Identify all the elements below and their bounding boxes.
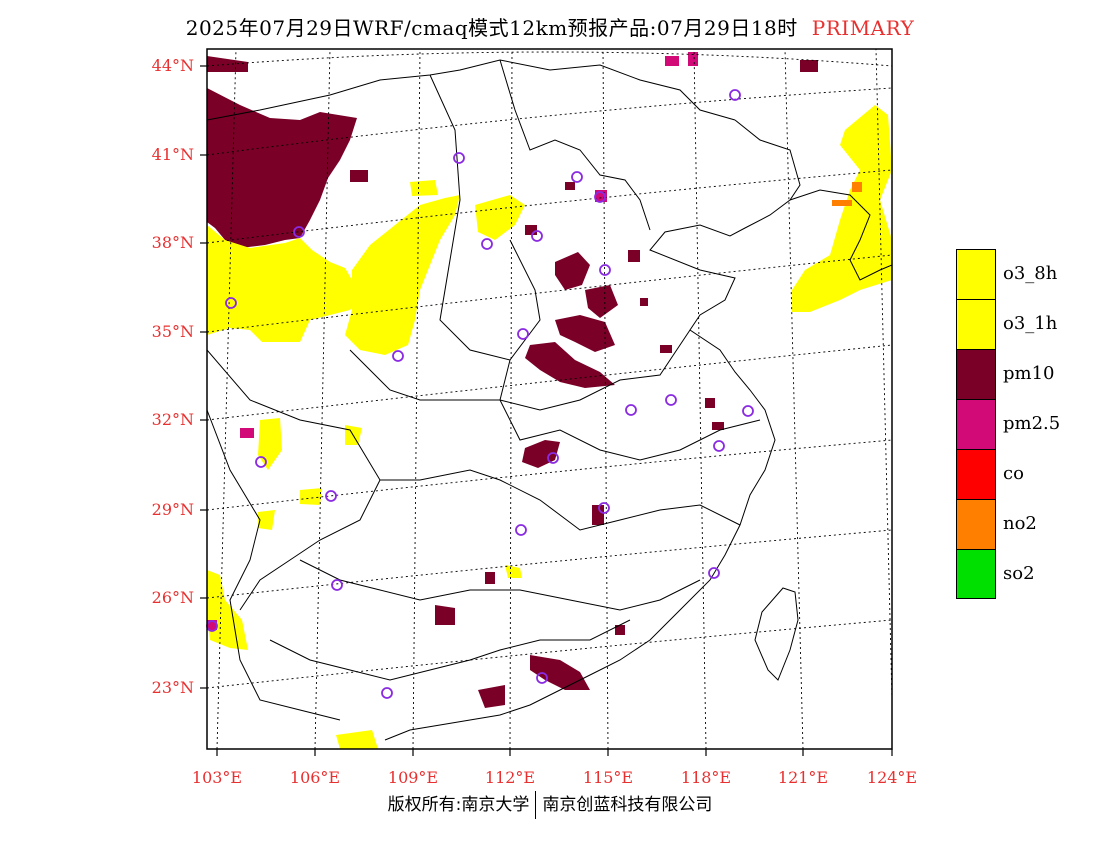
legend-label: so2	[1003, 563, 1035, 584]
legend-item-co: co	[956, 449, 1086, 499]
o3-region-north	[410, 180, 525, 240]
lon-label-109: 109°E	[387, 768, 439, 787]
legend-label: pm10	[1003, 363, 1055, 384]
legend-swatch	[956, 249, 996, 299]
legend-label: o3_1h	[1003, 313, 1058, 334]
boundary-west	[207, 409, 341, 721]
lon-label-106: 106°E	[289, 768, 341, 787]
city-markers	[206, 89, 754, 699]
legend-swatch	[956, 349, 996, 399]
korea-peninsula	[789, 189, 892, 281]
boundary-guangxi	[269, 619, 631, 681]
lat-label-41: 41°N	[151, 145, 194, 164]
taiwan-island	[754, 587, 799, 681]
pollutant-legend: o3_8h o3_1h pm10 pm2.5 co no2 so2	[956, 249, 1086, 599]
o3-region-east-korea	[792, 105, 892, 312]
legend-swatch	[956, 549, 996, 599]
copyright-footer: 版权所有:南京大学 南京创蓝科技有限公司	[0, 790, 1100, 819]
legend-item-o3-8h: o3_8h	[956, 249, 1086, 299]
legend-item-no2: no2	[956, 499, 1086, 549]
legend-swatch	[956, 499, 996, 549]
coastline	[384, 119, 801, 741]
legend-item-o3-1h: o3_1h	[956, 299, 1086, 349]
boundary-henan	[499, 239, 691, 411]
lon-label-112: 112°E	[484, 768, 536, 787]
scattered-cells	[207, 52, 862, 635]
lat-label-44: 44°N	[151, 56, 194, 75]
legend-label: co	[1003, 463, 1024, 484]
graticule	[207, 49, 892, 749]
footer-divider	[535, 791, 537, 819]
lon-label-118: 118°E	[680, 768, 732, 787]
lon-label-121: 121°E	[777, 768, 829, 787]
pm10-blob-hebei	[555, 252, 618, 318]
boundary-southwest	[207, 349, 381, 611]
pm10-blob-guangdong	[435, 605, 590, 708]
map-frame	[206, 48, 893, 750]
pm10-region-northwest	[207, 88, 357, 248]
legend-swatch	[956, 449, 996, 499]
legend-label: o3_8h	[1003, 263, 1058, 284]
lat-label-23: 23°N	[151, 678, 194, 697]
pm10-blob-henan	[525, 315, 615, 388]
o3-region-sw	[258, 418, 362, 530]
lat-label-32: 32°N	[151, 410, 194, 429]
title-text: 2025年07月29日WRF/cmaq模式12km预报产品:07月29日18时	[185, 16, 798, 40]
legend-swatch	[956, 399, 996, 449]
lon-label-115: 115°E	[582, 768, 634, 787]
axis-ticks	[200, 65, 893, 756]
pm10-blob-hubei	[522, 440, 560, 468]
legend-label: pm2.5	[1003, 413, 1061, 434]
lat-label-38: 38°N	[151, 233, 194, 252]
boundary-north-china	[499, 59, 651, 231]
lat-label-29: 29°N	[151, 500, 194, 519]
lon-label-124: 124°E	[866, 768, 918, 787]
lon-label-103: 103°E	[191, 768, 243, 787]
legend-item-so2: so2	[956, 549, 1086, 599]
o3-region-loess	[345, 195, 460, 355]
o3-region-west	[207, 225, 360, 342]
boundary-inner-mongolia	[207, 59, 736, 121]
lat-label-26: 26°N	[151, 588, 194, 607]
boundaries	[207, 59, 892, 741]
legend-item-pm10: pm10	[956, 349, 1086, 399]
lat-label-35: 35°N	[151, 322, 194, 341]
boundary-south-central	[380, 469, 741, 531]
legend-label: no2	[1003, 513, 1037, 534]
legend-swatch	[956, 299, 996, 349]
boundary-central	[349, 349, 761, 461]
copyright-company: 南京创蓝科技有限公司	[542, 795, 713, 815]
copyright-owner: 版权所有:南京大学	[387, 795, 530, 815]
legend-item-pm25: pm2.5	[956, 399, 1086, 449]
map-title: 2025年07月29日WRF/cmaq模式12km预报产品:07月29日18时 P…	[0, 12, 1100, 41]
boundary-loess	[429, 74, 511, 361]
primary-tag: PRIMARY	[811, 16, 915, 40]
o3-region-south-west	[207, 570, 248, 650]
o3-region-south	[336, 565, 522, 749]
boundary-south	[299, 559, 701, 611]
